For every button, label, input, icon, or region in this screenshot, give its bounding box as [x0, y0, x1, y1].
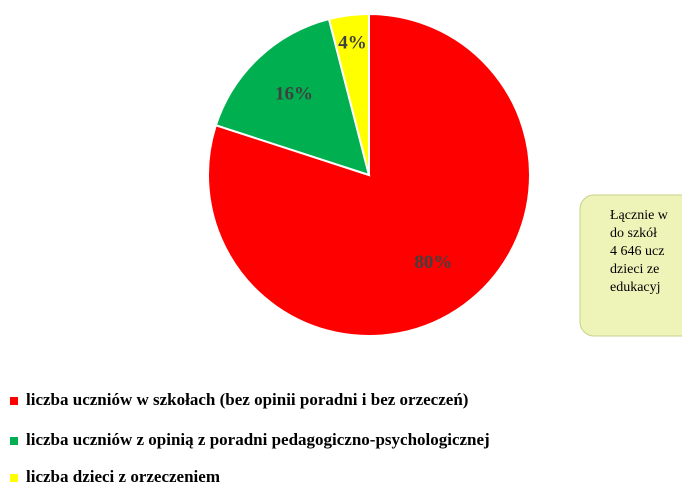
note-box [579, 194, 682, 337]
note-line: 4 646 ucz [610, 244, 664, 259]
legend-swatch [10, 437, 18, 445]
legend-swatch [10, 474, 18, 482]
legend: liczba uczniów w szkołach (bez opinii po… [10, 390, 490, 486]
legend-label: liczba uczniów z opinią z poradni pedago… [26, 430, 490, 449]
pie-slice [214, 17, 371, 177]
note: Łącznie w do szkół 4 646 ucz dzieci ze eduka… [610, 208, 669, 295]
data-label: 80% [414, 252, 452, 273]
note-line: edukacyj [610, 280, 661, 295]
pie-slice [327, 12, 370, 176]
legend-swatch [10, 397, 18, 405]
data-label: 4% [338, 32, 367, 53]
pie: 80% 16% 4% [207, 12, 531, 337]
legend-label: liczba dzieci z orzeczeniem [26, 467, 220, 486]
note-line: Łącznie w [610, 208, 669, 223]
note-line: do szkół [610, 226, 657, 241]
legend-label: liczba uczniów w szkołach (bez opinii po… [26, 390, 468, 409]
note-line: dzieci ze [610, 262, 659, 277]
data-label: 16% [275, 84, 313, 105]
